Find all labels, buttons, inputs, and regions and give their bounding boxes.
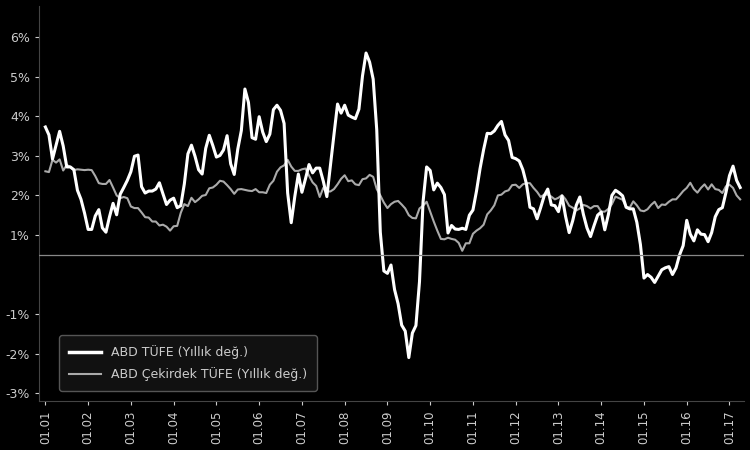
Legend: ABD TÜFE (Yıllık değ.), ABD Çekirdek TÜFE (Yıllık değ.): ABD TÜFE (Yıllık değ.), ABD Çekirdek TÜF… (59, 335, 316, 391)
